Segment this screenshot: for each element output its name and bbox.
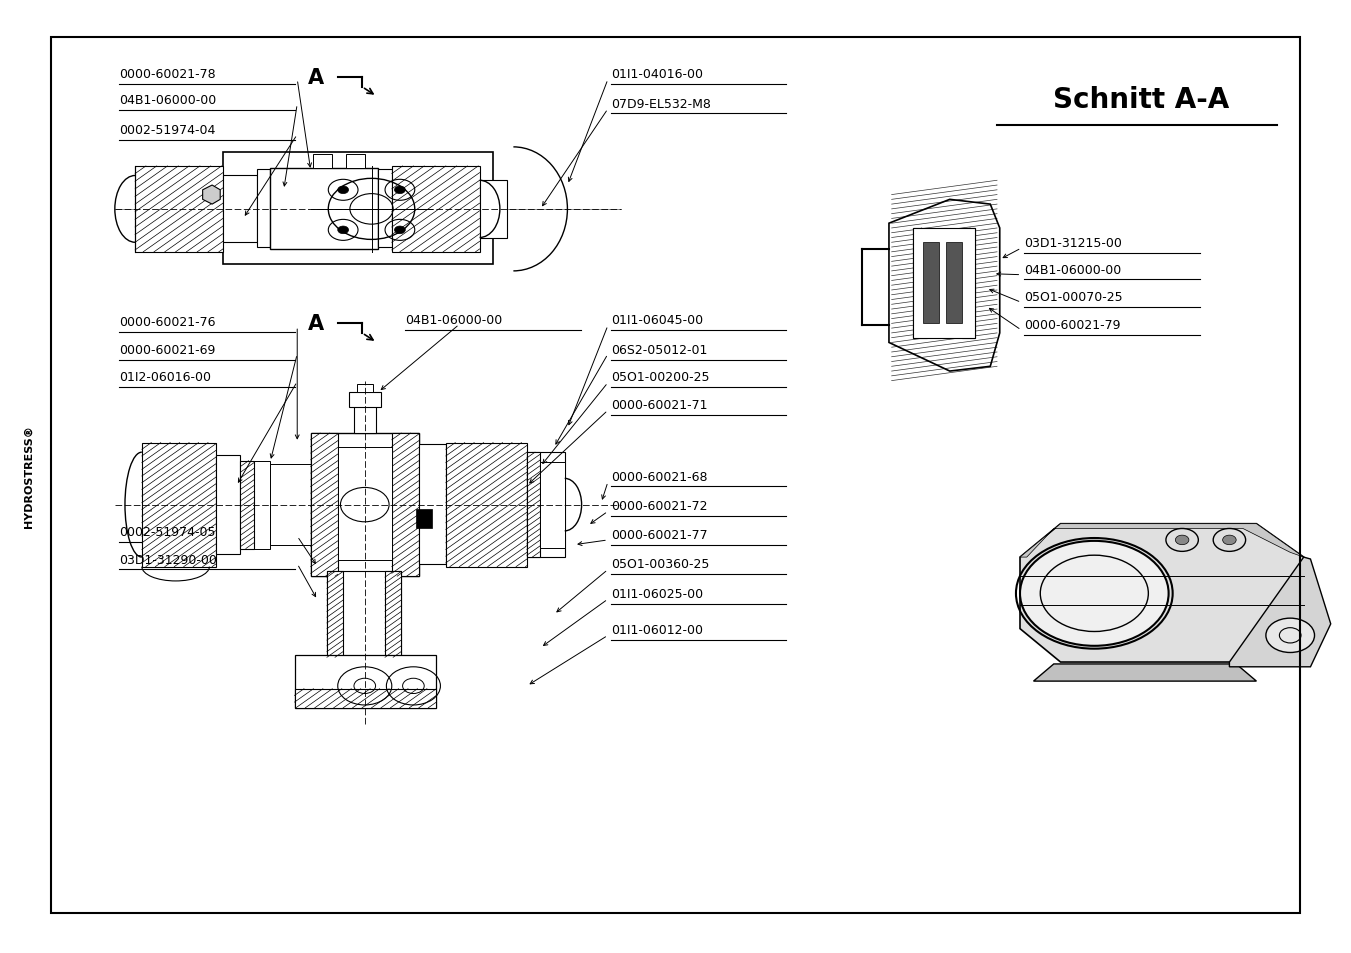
Text: 01I1-06045-00: 01I1-06045-00 <box>611 314 703 327</box>
Bar <box>416 510 432 529</box>
Bar <box>135 167 223 253</box>
Text: Schnitt A-A: Schnitt A-A <box>1054 86 1229 114</box>
Bar <box>913 229 975 338</box>
Polygon shape <box>1020 524 1304 558</box>
Bar <box>446 443 527 567</box>
Text: 05O1-00070-25: 05O1-00070-25 <box>1024 291 1123 304</box>
Text: 0000-60021-76: 0000-60021-76 <box>119 315 215 329</box>
Text: A: A <box>308 69 324 88</box>
Bar <box>346 154 365 169</box>
Circle shape <box>394 187 405 194</box>
Polygon shape <box>1034 664 1256 681</box>
Bar <box>962 229 975 338</box>
Text: 0000-60021-68: 0000-60021-68 <box>611 470 707 483</box>
Bar <box>480 181 507 238</box>
Text: 04B1-06000-00: 04B1-06000-00 <box>1024 263 1121 276</box>
Polygon shape <box>889 200 1000 372</box>
Text: 01I2-06016-00: 01I2-06016-00 <box>119 371 211 384</box>
Circle shape <box>1223 536 1236 545</box>
Bar <box>223 152 493 265</box>
Text: 06S2-05012-01: 06S2-05012-01 <box>611 343 707 356</box>
Text: 04B1-06000-00: 04B1-06000-00 <box>405 314 503 327</box>
Bar <box>327 572 401 658</box>
Bar <box>257 170 270 248</box>
Polygon shape <box>203 186 220 205</box>
Circle shape <box>394 227 405 234</box>
Bar <box>349 393 381 408</box>
Bar <box>270 169 378 250</box>
Bar <box>216 456 240 555</box>
Bar <box>327 572 343 658</box>
Text: 07D9-EL532-M8: 07D9-EL532-M8 <box>611 97 711 111</box>
Text: 0000-60021-71: 0000-60021-71 <box>611 398 707 412</box>
Text: 01I1-04016-00: 01I1-04016-00 <box>611 68 703 81</box>
Bar <box>913 229 927 338</box>
Bar <box>311 434 419 577</box>
Bar <box>270 464 311 545</box>
Polygon shape <box>1229 558 1331 667</box>
Polygon shape <box>1020 524 1304 662</box>
Text: 01I1-06025-00: 01I1-06025-00 <box>611 587 703 600</box>
Text: 0000-60021-72: 0000-60021-72 <box>611 499 707 513</box>
Text: 0000-60021-69: 0000-60021-69 <box>119 343 215 356</box>
Bar <box>338 448 392 560</box>
Circle shape <box>1175 536 1189 545</box>
Text: 0000-60021-78: 0000-60021-78 <box>119 68 216 81</box>
Text: 03D1-31290-00: 03D1-31290-00 <box>119 553 216 566</box>
Bar <box>923 243 939 324</box>
Circle shape <box>1020 541 1169 646</box>
Circle shape <box>1266 618 1315 653</box>
Text: 05O1-00200-25: 05O1-00200-25 <box>611 371 709 384</box>
Bar <box>392 434 419 577</box>
Text: 0000-60021-77: 0000-60021-77 <box>611 528 708 541</box>
Bar <box>142 443 216 567</box>
Bar <box>311 434 338 577</box>
Bar <box>378 170 392 248</box>
Bar <box>419 444 446 564</box>
Text: A: A <box>308 314 324 334</box>
Text: 0000-60021-79: 0000-60021-79 <box>1024 318 1120 332</box>
Bar <box>527 453 565 558</box>
Text: 0002-51974-04: 0002-51974-04 <box>119 124 215 137</box>
Bar <box>392 167 480 253</box>
Bar <box>385 572 401 658</box>
Text: 04B1-06000-00: 04B1-06000-00 <box>119 93 216 107</box>
Text: 05O1-00360-25: 05O1-00360-25 <box>611 558 709 571</box>
Text: 01I1-06012-00: 01I1-06012-00 <box>611 623 703 637</box>
Text: HYDROSTRESS®: HYDROSTRESS® <box>23 425 34 528</box>
Bar <box>946 243 962 324</box>
Bar <box>295 656 436 708</box>
Bar <box>354 405 376 434</box>
Circle shape <box>338 187 349 194</box>
Text: 03D1-31215-00: 03D1-31215-00 <box>1024 236 1121 250</box>
Bar <box>313 154 332 169</box>
Bar <box>540 462 565 548</box>
Bar <box>223 176 257 243</box>
Bar <box>527 453 540 558</box>
Bar <box>240 461 270 549</box>
Bar <box>295 689 436 708</box>
Bar <box>357 385 373 393</box>
Circle shape <box>338 227 349 234</box>
Bar <box>240 461 254 549</box>
Text: 0002-51974-05: 0002-51974-05 <box>119 525 215 538</box>
